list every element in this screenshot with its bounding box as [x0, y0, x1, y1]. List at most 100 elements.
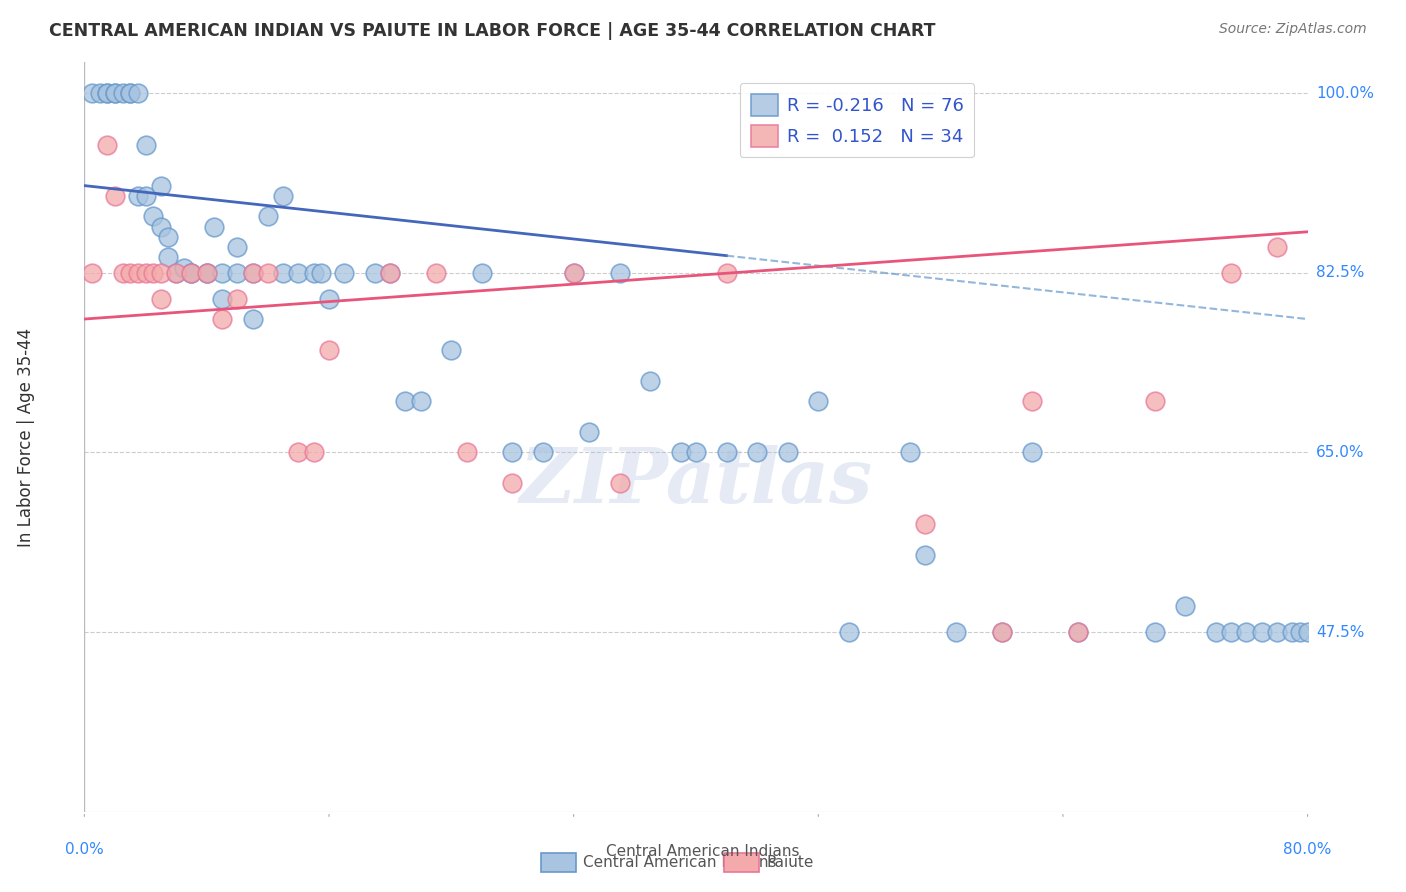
Point	[914, 548, 936, 562]
Point	[96, 87, 118, 101]
Point	[257, 266, 280, 280]
Point	[333, 266, 356, 280]
Point	[945, 625, 967, 640]
Point	[471, 266, 494, 280]
Point	[716, 266, 738, 280]
Point	[1174, 599, 1197, 614]
Text: Central American Indians: Central American Indians	[606, 845, 800, 859]
Point	[1021, 445, 1043, 459]
Point	[157, 251, 180, 265]
Point	[1067, 625, 1090, 640]
Point	[242, 266, 264, 280]
Point	[120, 87, 142, 101]
Point	[211, 292, 233, 306]
Point	[127, 87, 149, 101]
Point	[380, 266, 402, 280]
Point	[609, 476, 631, 491]
Point	[776, 445, 799, 459]
FancyBboxPatch shape	[724, 853, 759, 872]
Text: ZIPatlas: ZIPatlas	[519, 445, 873, 519]
Point	[226, 266, 249, 280]
Point	[180, 266, 202, 280]
Point	[142, 210, 165, 224]
Point	[747, 445, 769, 459]
Point	[1250, 625, 1272, 640]
Point	[149, 266, 172, 280]
Point	[211, 312, 233, 326]
Point	[562, 266, 585, 280]
Point	[165, 266, 187, 280]
Point	[149, 219, 172, 234]
Point	[135, 266, 157, 280]
Point	[120, 87, 142, 101]
Point	[226, 292, 249, 306]
Point	[425, 266, 447, 280]
Point	[202, 219, 225, 234]
Point	[456, 445, 478, 459]
Point	[716, 445, 738, 459]
Point	[502, 445, 524, 459]
Point	[302, 445, 325, 459]
Point	[531, 445, 554, 459]
Point	[1143, 394, 1166, 409]
Point	[638, 374, 661, 388]
Point	[226, 240, 249, 254]
Point	[898, 445, 921, 459]
Point	[149, 178, 172, 193]
Point	[1289, 625, 1312, 640]
Point	[1296, 625, 1319, 640]
Point	[440, 343, 463, 357]
Point	[1205, 625, 1227, 640]
Point	[1067, 625, 1090, 640]
Point	[807, 394, 830, 409]
Point	[211, 266, 233, 280]
Text: Central American Indians: Central American Indians	[583, 855, 778, 870]
Point	[914, 517, 936, 532]
Point	[1220, 266, 1243, 280]
Point	[80, 266, 103, 280]
Point	[104, 189, 127, 203]
Point	[1143, 625, 1166, 640]
Text: 0.0%: 0.0%	[65, 842, 104, 857]
Point	[111, 266, 134, 280]
Text: 65.0%: 65.0%	[1316, 445, 1364, 460]
Point	[195, 266, 218, 280]
Point	[242, 312, 264, 326]
Point	[173, 260, 195, 275]
Point	[104, 87, 127, 101]
Point	[142, 266, 165, 280]
Point	[364, 266, 387, 280]
Point	[271, 189, 294, 203]
Point	[195, 266, 218, 280]
Point	[380, 266, 402, 280]
Point	[135, 189, 157, 203]
Point	[502, 476, 524, 491]
Point	[157, 230, 180, 244]
Point	[394, 394, 416, 409]
Point	[318, 343, 340, 357]
Text: Paiute: Paiute	[766, 855, 814, 870]
Point	[287, 266, 309, 280]
Point	[257, 210, 280, 224]
Point	[685, 445, 707, 459]
Point	[991, 625, 1014, 640]
Point	[609, 266, 631, 280]
Point	[311, 266, 333, 280]
Point	[104, 87, 127, 101]
Point	[135, 137, 157, 152]
Point	[562, 266, 585, 280]
Point	[1220, 625, 1243, 640]
Point	[195, 266, 218, 280]
Point	[271, 266, 294, 280]
Point	[96, 87, 118, 101]
Point	[287, 445, 309, 459]
Point	[1281, 625, 1303, 640]
Text: Source: ZipAtlas.com: Source: ZipAtlas.com	[1219, 22, 1367, 37]
Text: In Labor Force | Age 35-44: In Labor Force | Age 35-44	[17, 327, 35, 547]
Point	[89, 87, 111, 101]
Legend: R = -0.216   N = 76, R =  0.152   N = 34: R = -0.216 N = 76, R = 0.152 N = 34	[740, 83, 974, 158]
Point	[111, 87, 134, 101]
Text: 47.5%: 47.5%	[1316, 624, 1364, 640]
Point	[838, 625, 860, 640]
Point	[127, 189, 149, 203]
